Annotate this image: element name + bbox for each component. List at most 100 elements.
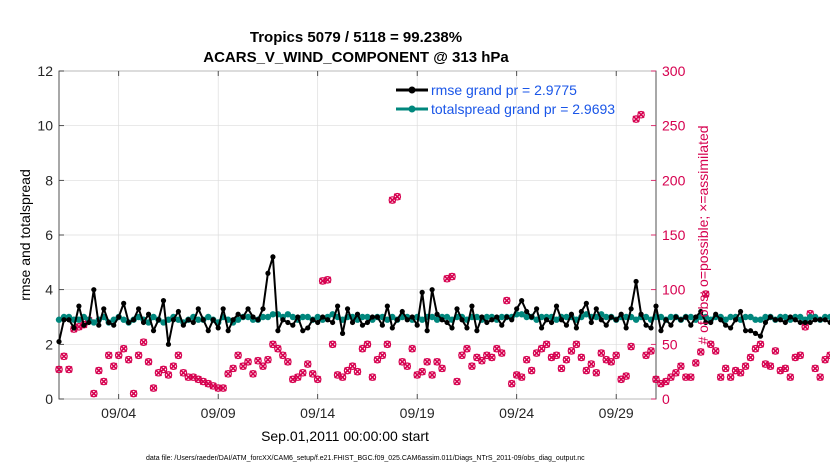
obs-assimilated-stroke bbox=[254, 357, 262, 365]
obs-possible-marker bbox=[746, 353, 755, 362]
obs-count-marker bbox=[781, 364, 790, 373]
obs-count-marker bbox=[323, 276, 332, 284]
obs-count-marker bbox=[139, 338, 148, 346]
rmse-point bbox=[718, 317, 724, 323]
obs-count-marker bbox=[298, 368, 307, 377]
y2-tick-label: 300 bbox=[662, 63, 686, 79]
obs-possible-marker bbox=[567, 347, 576, 355]
rmse-point bbox=[827, 319, 830, 326]
totalspread-point bbox=[642, 313, 650, 321]
rmse-point bbox=[210, 317, 216, 323]
y2-tick-label: 150 bbox=[662, 227, 686, 243]
rmse-point bbox=[195, 306, 201, 312]
obs-assimilated-stroke bbox=[582, 367, 590, 375]
obs-count-marker bbox=[672, 368, 680, 377]
obs-count-marker bbox=[144, 358, 153, 366]
rmse-point bbox=[325, 317, 331, 323]
obs-assimilated-stroke bbox=[418, 368, 426, 376]
obs-assimilated-stroke bbox=[468, 362, 476, 370]
totalspread-point bbox=[518, 311, 525, 318]
obs-assimilated-stroke bbox=[403, 362, 411, 370]
rmse-point bbox=[797, 319, 803, 326]
rmse-point bbox=[633, 278, 639, 285]
obs-possible-marker bbox=[632, 115, 640, 123]
obs-assimilated-stroke bbox=[60, 352, 68, 360]
obs-count-marker bbox=[786, 373, 795, 381]
obs-assimilated-stroke bbox=[717, 373, 725, 381]
rmse-point bbox=[807, 319, 813, 326]
obs-possible-marker bbox=[249, 370, 257, 378]
obs-assimilated-stroke bbox=[677, 362, 685, 370]
obs-possible-marker bbox=[463, 344, 471, 353]
obs-possible-marker bbox=[771, 347, 780, 355]
rmse-point bbox=[126, 319, 132, 326]
obs-possible-marker bbox=[95, 366, 103, 375]
obs-possible-marker bbox=[652, 375, 660, 384]
obs-count-marker bbox=[741, 362, 750, 371]
totalspread-point bbox=[667, 313, 675, 321]
obs-possible-marker bbox=[328, 340, 337, 349]
rmse-point bbox=[762, 319, 769, 326]
obs-count-marker bbox=[109, 362, 118, 371]
obs-count-marker bbox=[557, 364, 566, 373]
obs-count-marker bbox=[706, 340, 715, 349]
obs-assimilated-stroke bbox=[65, 365, 73, 374]
totalspread-point bbox=[498, 313, 505, 321]
obs-assimilated-stroke bbox=[687, 373, 695, 381]
obs-assimilated-stroke bbox=[737, 369, 745, 377]
obs-possible-marker bbox=[488, 353, 496, 362]
obs-possible-marker bbox=[55, 365, 63, 374]
obs-assimilated-stroke bbox=[368, 373, 376, 381]
rmse-point bbox=[489, 317, 495, 323]
obs-assimilated-stroke bbox=[194, 375, 202, 383]
totalspread-point bbox=[150, 313, 157, 321]
obs-assimilated-stroke bbox=[503, 297, 511, 305]
rmse-point bbox=[543, 317, 550, 323]
totalspread-point bbox=[563, 313, 570, 321]
totalspread-point bbox=[418, 316, 426, 323]
rmse-point bbox=[245, 306, 251, 312]
rmse-point bbox=[494, 314, 500, 320]
obs-assimilated-stroke bbox=[408, 345, 416, 353]
obs-possible-marker bbox=[527, 366, 536, 375]
obs-possible-marker bbox=[264, 355, 272, 364]
obs-assimilated-stroke bbox=[314, 375, 322, 383]
rmse-point bbox=[708, 319, 714, 326]
obs-possible-marker bbox=[224, 370, 232, 378]
obs-assimilated-stroke bbox=[602, 356, 610, 364]
totalspread-point bbox=[747, 313, 754, 321]
rmse-point bbox=[295, 314, 301, 320]
totalspread-point bbox=[727, 313, 734, 321]
totalspread-point bbox=[205, 313, 212, 321]
rmse-point bbox=[668, 322, 674, 328]
obs-possible-marker bbox=[811, 364, 820, 373]
obs-possible-marker bbox=[627, 342, 635, 351]
obs-assimilated-stroke bbox=[612, 351, 620, 359]
obs-assimilated-stroke bbox=[672, 369, 680, 377]
rmse-point bbox=[140, 319, 147, 326]
obs-possible-marker bbox=[582, 366, 591, 375]
obs-possible-marker bbox=[478, 356, 486, 365]
obs-assimilated-stroke bbox=[816, 373, 824, 381]
rmse-point bbox=[504, 314, 510, 320]
rmse-point bbox=[822, 317, 828, 323]
obs-assimilated-stroke bbox=[353, 368, 362, 376]
obs-possible-marker bbox=[428, 371, 436, 379]
obs-count-marker bbox=[527, 366, 536, 375]
obs-possible-marker bbox=[756, 340, 765, 349]
rmse-point bbox=[733, 317, 739, 323]
obs-assimilated-stroke bbox=[498, 349, 506, 357]
obs-count-marker bbox=[517, 373, 526, 381]
rmse-point bbox=[419, 289, 425, 295]
obs-assimilated-stroke bbox=[110, 362, 118, 370]
obs-possible-marker bbox=[711, 347, 720, 355]
rmse-point bbox=[678, 317, 684, 323]
obs-possible-marker bbox=[522, 355, 531, 364]
totalspread-point bbox=[483, 313, 491, 321]
obs-count-marker bbox=[279, 351, 287, 360]
obs-count-marker bbox=[224, 370, 232, 378]
obs-possible-marker bbox=[358, 344, 367, 353]
obs-possible-marker bbox=[587, 360, 596, 368]
obs-count-marker bbox=[159, 365, 168, 374]
